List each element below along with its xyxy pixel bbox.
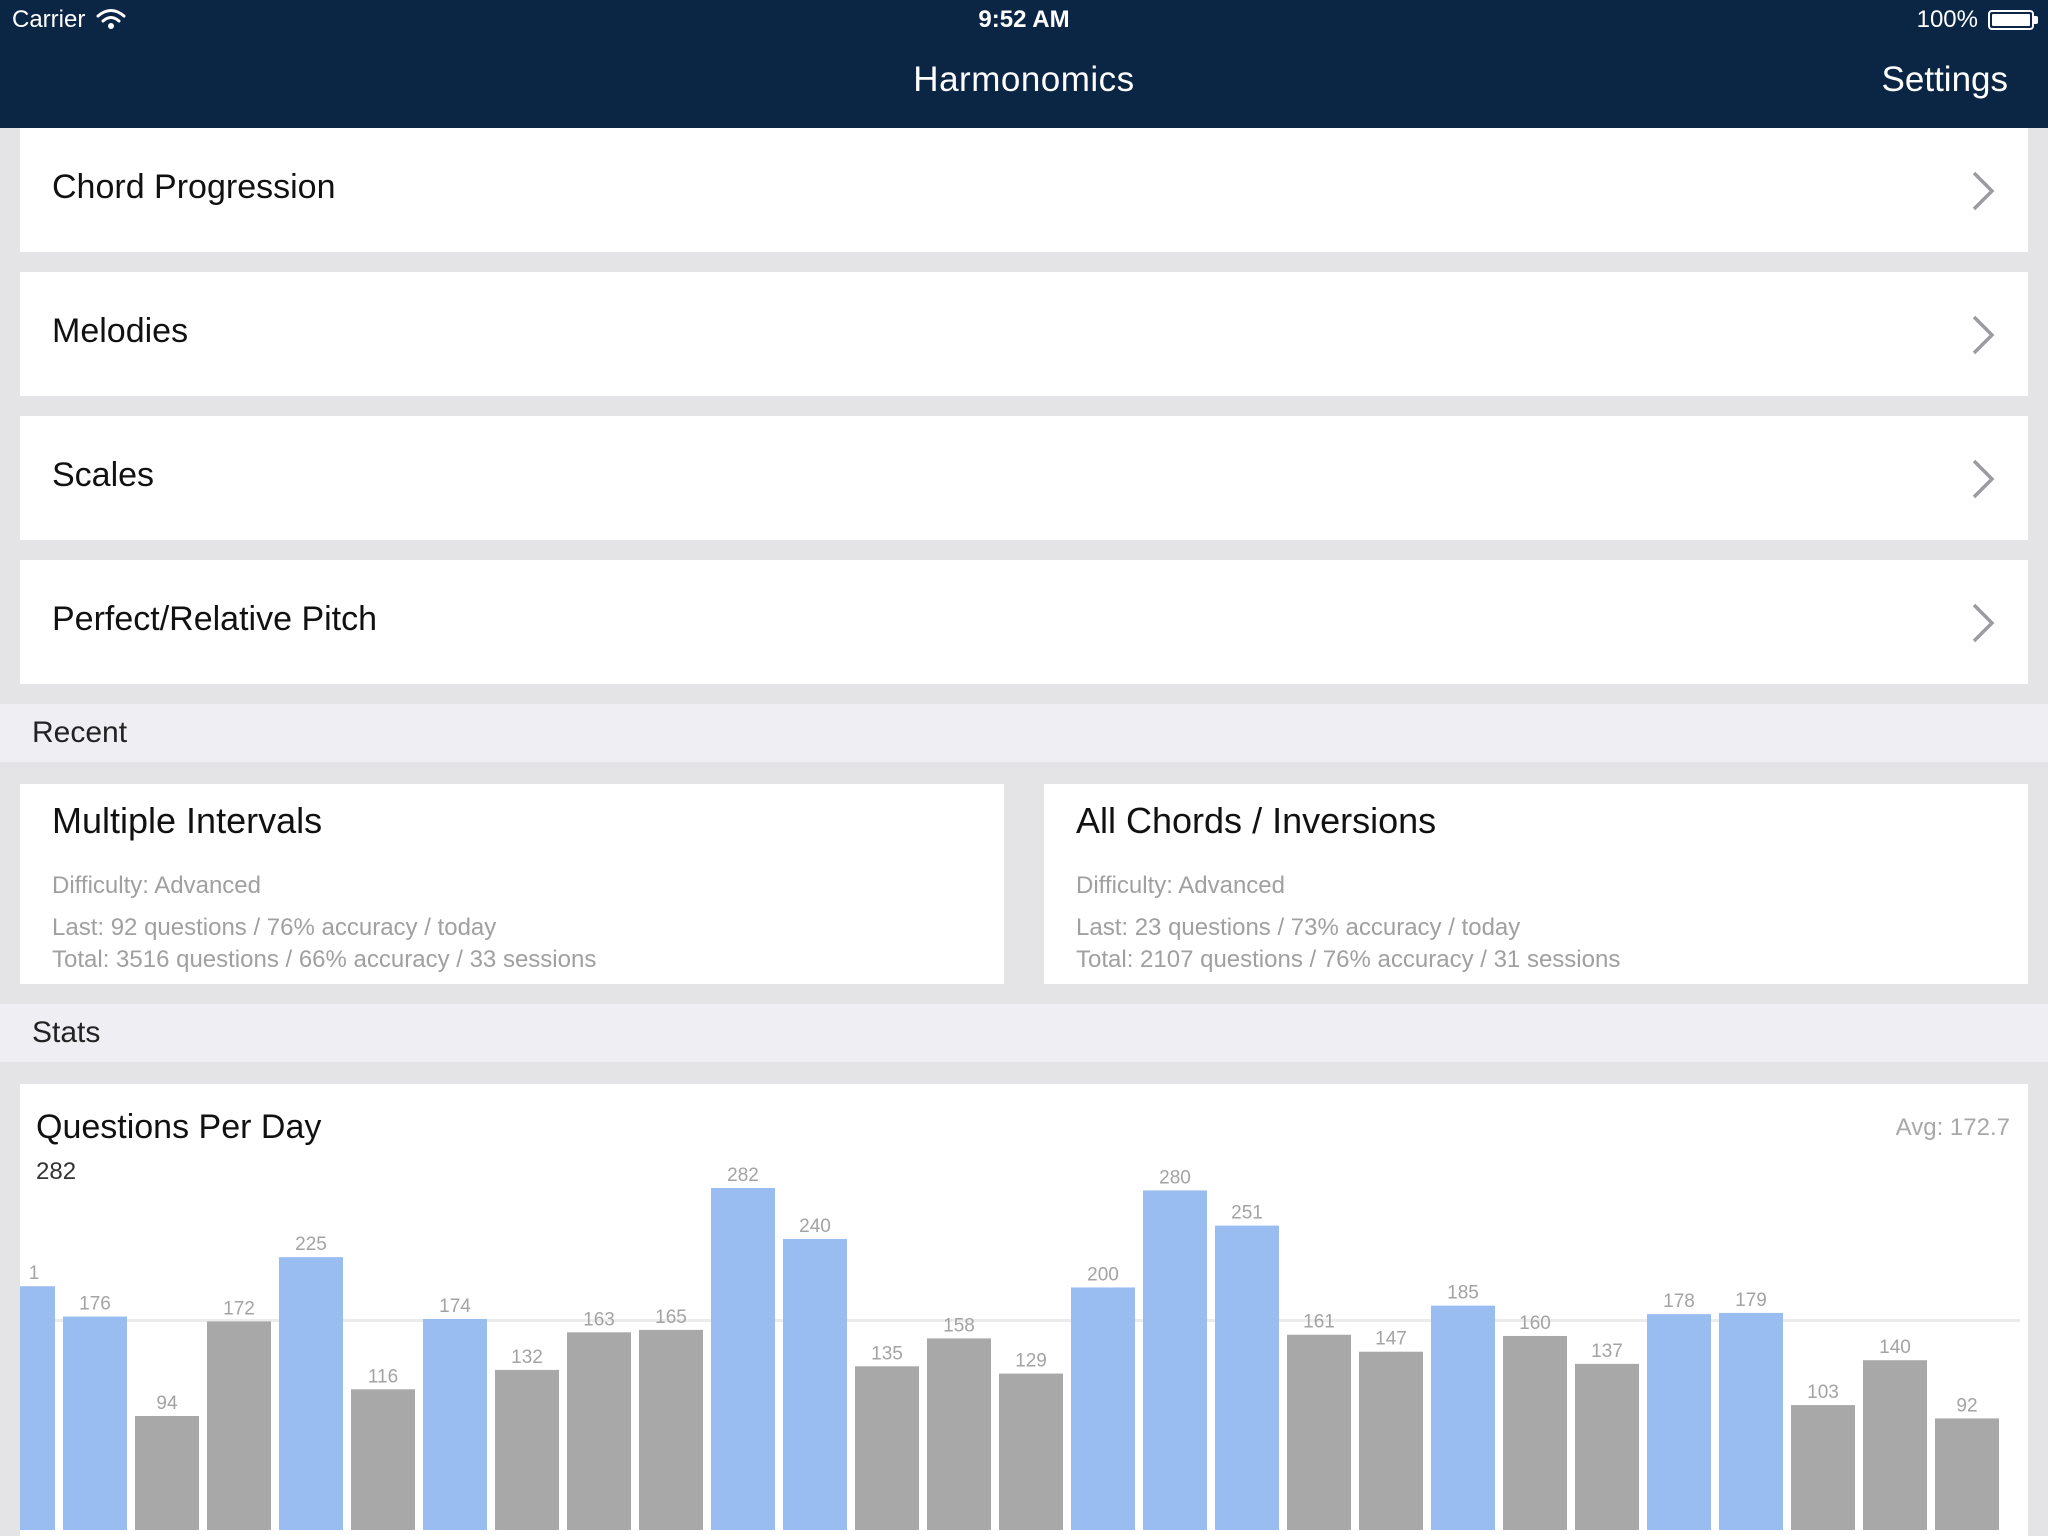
chart-bar [1431, 1305, 1495, 1530]
chart-bar [1143, 1190, 1207, 1530]
chart-bar [423, 1318, 487, 1530]
chevron-right-icon [1972, 603, 1995, 643]
menu-item-label: Chord Progression [52, 168, 336, 206]
chart-title: Questions Per Day [36, 1108, 322, 1146]
chart-bar [1287, 1334, 1351, 1530]
section-header-recent: Recent [0, 704, 2048, 762]
chevron-right-icon [1972, 315, 1995, 355]
menu-item-chord-progression[interactable]: Chord Progression [20, 128, 2028, 252]
chart-bar [63, 1316, 127, 1530]
chart-bar [1575, 1363, 1639, 1530]
bar-value-label: 1 [29, 1263, 40, 1284]
settings-button[interactable]: Settings [1881, 60, 2008, 99]
recent-card-all-chords-inversions[interactable]: All Chords / Inversions Difficulty: Adva… [1044, 784, 2028, 984]
menu-item-label: Perfect/Relative Pitch [52, 600, 378, 638]
bar-value-label: 92 [1956, 1395, 1977, 1416]
recent-card-total: Total: 3516 questions / 66% accuracy / 3… [52, 946, 597, 973]
chevron-right-icon [1972, 459, 1995, 499]
bar-value-label: 103 [1807, 1382, 1839, 1403]
menu-item-label: Scales [52, 456, 155, 494]
recent-card-multiple-intervals[interactable]: Multiple Intervals Difficulty: Advanced … [20, 784, 1004, 984]
navigation-bar: Carrier 9:52 AM 100% Harmonomics Setting… [0, 0, 2048, 128]
chart-max-label: 282 [36, 1158, 77, 1185]
bar-value-label: 172 [223, 1298, 255, 1319]
chart-bar [1215, 1225, 1279, 1530]
chart-bar [279, 1257, 343, 1530]
bar-value-label: 179 [1735, 1290, 1767, 1311]
recent-card-difficulty: Difficulty: Advanced [1076, 872, 1286, 899]
bar-value-label: 132 [511, 1347, 543, 1368]
bar-value-label: 280 [1159, 1167, 1191, 1188]
questions-per-day-chart: 1 176 94 172 225 116 174 132 163 165 282 240 135 158 1… [20, 1084, 2028, 1536]
bar-value-label: 163 [583, 1309, 615, 1330]
chart-bar [207, 1321, 271, 1530]
bar-value-label: 176 [79, 1294, 111, 1315]
chart-bar [567, 1332, 631, 1530]
chart-bar [495, 1369, 559, 1530]
battery-level-fill [1992, 14, 2030, 26]
bar-value-label: 147 [1375, 1329, 1407, 1350]
chart-bar [783, 1238, 847, 1530]
chart-bar [639, 1329, 703, 1530]
wifi-icon [96, 9, 126, 29]
battery-percent: 100% [1916, 6, 1978, 33]
chart-bar [855, 1366, 919, 1530]
bar-value-label: 200 [1087, 1264, 1119, 1285]
bar-value-label: 135 [871, 1343, 903, 1364]
chart-bar [135, 1416, 199, 1530]
bar-value-label: 129 [1015, 1351, 1047, 1372]
chart-bar [999, 1373, 1063, 1530]
bar-value-label: 178 [1663, 1291, 1695, 1312]
battery-icon [1988, 10, 2034, 30]
chart-bar [1863, 1360, 1927, 1530]
menu-item-perfect-relative-pitch[interactable]: Perfect/Relative Pitch [20, 560, 2028, 684]
bar-value-label: 282 [727, 1165, 759, 1186]
chart-bar [351, 1389, 415, 1530]
recent-card-title: All Chords / Inversions [1076, 800, 1437, 841]
menu-item-melodies[interactable]: Melodies [20, 272, 2028, 396]
chart-average: Avg: 172.7 [1895, 1114, 2010, 1141]
bar-value-label: 158 [943, 1315, 975, 1336]
menu-item-scales[interactable]: Scales [20, 416, 2028, 540]
bar-value-label: 94 [156, 1393, 178, 1414]
carrier-label: Carrier [12, 6, 86, 33]
battery-tip [2034, 16, 2038, 24]
recent-card-total: Total: 2107 questions / 76% accuracy / 3… [1076, 946, 1621, 973]
chart-bar [1359, 1351, 1423, 1530]
recent-card-last: Last: 92 questions / 76% accuracy / toda… [52, 914, 497, 941]
page-title: Harmonomics [913, 60, 1135, 99]
bar-value-label: 240 [799, 1216, 831, 1237]
chart-bar [927, 1338, 991, 1530]
chart-bar [20, 1286, 55, 1530]
bar-value-label: 174 [439, 1296, 471, 1317]
bar-value-label: 116 [368, 1366, 398, 1387]
section-header-stats: Stats [0, 1004, 2048, 1062]
bar-value-label: 161 [1303, 1312, 1335, 1333]
chart-bar [1719, 1312, 1783, 1530]
bar-value-label: 137 [1591, 1341, 1623, 1362]
chart-bar [1503, 1335, 1567, 1530]
chart-bar [1647, 1314, 1711, 1530]
menu-item-label: Melodies [52, 312, 189, 350]
chart-bar [1935, 1418, 1999, 1530]
bar-value-label: 160 [1519, 1313, 1551, 1334]
chevron-right-icon [1972, 171, 1995, 211]
status-time: 9:52 AM [978, 6, 1070, 33]
chart-bar [711, 1188, 775, 1530]
bar-value-label: 140 [1879, 1337, 1911, 1358]
recent-card-difficulty: Difficulty: Advanced [52, 872, 262, 899]
bar-value-label: 165 [655, 1307, 687, 1328]
recent-card-title: Multiple Intervals [52, 800, 323, 841]
chart-bar [1071, 1287, 1135, 1530]
recent-card-last: Last: 23 questions / 73% accuracy / toda… [1076, 914, 1521, 941]
bar-value-label: 251 [1231, 1203, 1263, 1224]
chart-canvas: 1 176 94 172 225 116 174 132 163 165 282 240 135 158 1… [20, 1165, 2020, 1530]
bar-value-label: 185 [1447, 1283, 1479, 1304]
bar-value-label: 225 [295, 1234, 327, 1255]
chart-bar [1791, 1405, 1855, 1530]
